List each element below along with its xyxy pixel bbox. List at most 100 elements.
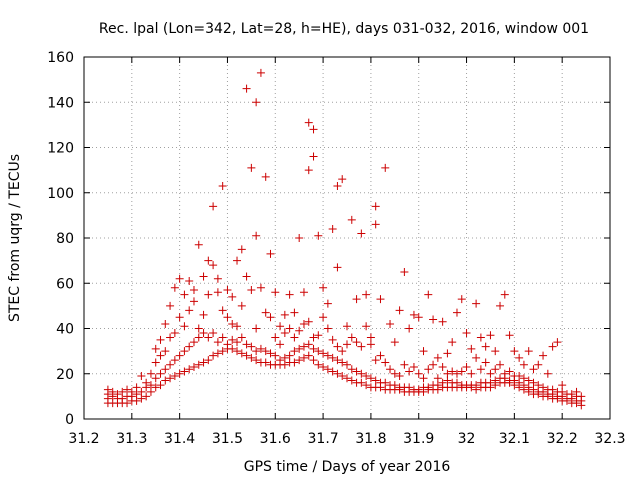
data-point [170,372,179,381]
data-point [213,288,222,297]
data-point [199,272,208,281]
data-point [567,390,576,399]
data-point [362,290,371,299]
data-point [515,372,524,381]
data-point [515,378,524,387]
data-point [304,166,313,175]
data-point [347,215,356,224]
data-point [409,362,418,371]
data-point [233,322,242,331]
data-point [491,365,500,374]
data-point [242,340,251,349]
data-point [166,333,175,342]
grid-lines [84,57,610,419]
data-point [314,331,323,340]
data-point [170,329,179,338]
data-point [132,383,141,392]
data-point [156,381,165,390]
data-point [452,308,461,317]
data-point [285,324,294,333]
x-tick-labels: 31.2 31.3 31.4 31.5 31.6 31.7 31.8 31.9 32 32.1 32… [68,431,625,447]
data-point [491,347,500,356]
data-point [381,378,390,387]
data-point [323,299,332,308]
data-point [438,362,447,371]
data-point [256,344,265,353]
data-point [304,351,313,360]
data-point [266,313,275,322]
data-point [304,317,313,326]
data-point [472,353,481,362]
data-point [390,381,399,390]
data-point [376,351,385,360]
data-point [539,383,548,392]
data-point [429,360,438,369]
data-point [218,347,227,356]
data-point [194,360,203,369]
data-point [271,288,280,297]
data-point [357,229,366,238]
data-point [218,333,227,342]
data-point [242,272,251,281]
data-point [343,322,351,331]
data-point [519,381,528,390]
data-point [577,392,586,401]
data-point [309,356,318,365]
data-point [242,84,251,93]
data-point [118,387,127,396]
data-point [433,353,442,362]
data-point [209,202,218,211]
y-tick-labels: 0 20 40 60 80 100 120 140 160 [47,50,74,428]
data-point [175,351,184,360]
y-tick-label: 80 [56,231,74,247]
y-tick-label: 160 [47,50,74,66]
data-point [558,381,567,390]
data-point [276,356,285,365]
data-point [481,358,490,367]
x-tick-label: 32 [458,431,476,447]
data-point [319,362,328,371]
data-point [496,301,505,310]
data-point [452,378,461,387]
data-point [419,347,428,356]
data-point [261,172,270,181]
data-point [338,358,347,367]
data-point [333,263,342,272]
data-point [443,376,452,385]
data-point [481,342,490,351]
data-point [261,347,270,356]
data-point [352,338,361,347]
data-point [409,310,418,319]
data-point [213,349,222,358]
data-point [414,385,423,394]
data-point [319,283,328,292]
data-point [524,376,533,385]
y-axis-label: STEC from uqrg / TECUs [7,154,23,322]
data-point [333,356,342,365]
data-point [151,358,160,367]
data-point [213,338,222,347]
data-point [204,333,213,342]
data-point [237,333,246,342]
data-point [405,324,414,333]
data-point [309,344,318,353]
data-point [543,369,552,378]
data-point [357,378,366,387]
data-point [333,181,342,190]
y-tick-label: 20 [56,367,74,383]
data-point [146,381,155,390]
data-point [199,329,208,338]
data-point [323,365,332,374]
data-point [299,319,308,328]
data-point [199,310,208,319]
data-point [467,369,476,378]
data-point [185,365,194,374]
data-point [166,301,175,310]
data-point [390,338,399,347]
data-point [534,381,543,390]
x-tick-label: 31.9 [403,431,434,447]
data-point [118,394,127,403]
data-point [180,290,189,299]
data-point [400,360,409,369]
data-point [500,290,509,299]
